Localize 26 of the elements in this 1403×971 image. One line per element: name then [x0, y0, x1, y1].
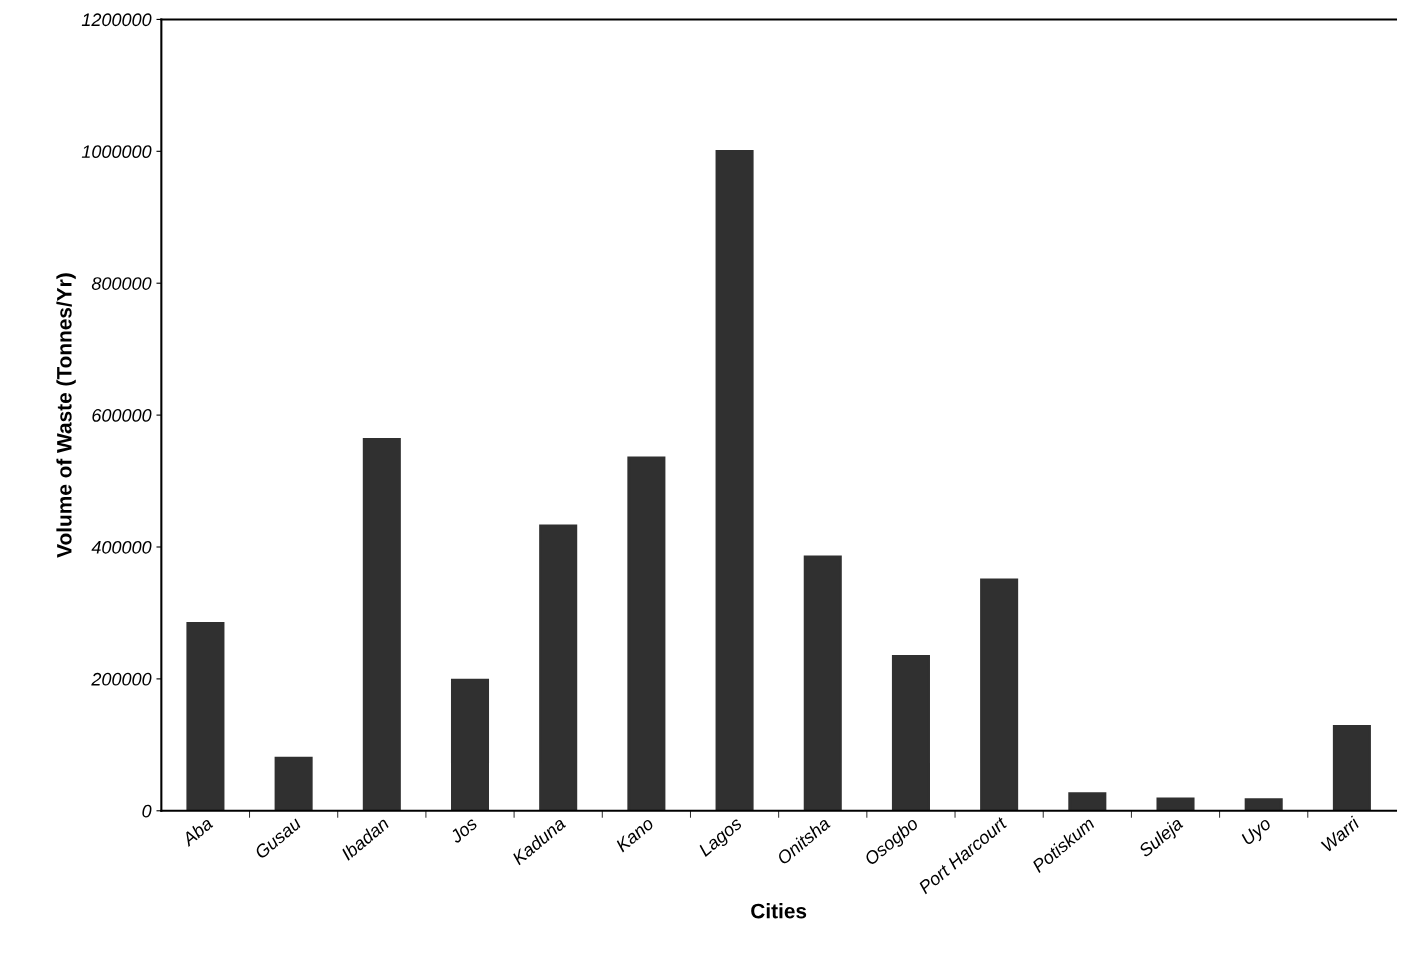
bar [1332, 724, 1371, 811]
x-tick-label: Jos [448, 816, 479, 844]
bar [274, 756, 313, 811]
y-tick-label: 0 [142, 804, 152, 818]
bar [1068, 792, 1107, 811]
y-tick-label: 800000 [91, 277, 152, 290]
bar [450, 678, 490, 811]
y-tick-label: 1200000 [81, 13, 152, 27]
bar [803, 555, 842, 811]
bar [362, 438, 401, 811]
bar [980, 578, 1019, 811]
x-axis-title: Cities [751, 903, 807, 919]
bar [1156, 797, 1195, 811]
bar [627, 456, 666, 811]
y-tick-label: 1000000 [81, 145, 152, 159]
bar [1244, 798, 1283, 811]
bar [715, 149, 754, 811]
x-tick-label: Uyo [1240, 816, 1275, 849]
bar [186, 622, 225, 811]
y-tick-label: 200000 [91, 672, 152, 686]
y-tick-label: 600000 [92, 409, 152, 422]
bar [891, 655, 930, 811]
bar [539, 524, 578, 811]
y-tick-label: 400000 [91, 540, 152, 554]
y-axis-title: Volume of Waste (Tonnes/Yr) [56, 273, 76, 558]
x-tick-label: Aba [180, 816, 214, 848]
